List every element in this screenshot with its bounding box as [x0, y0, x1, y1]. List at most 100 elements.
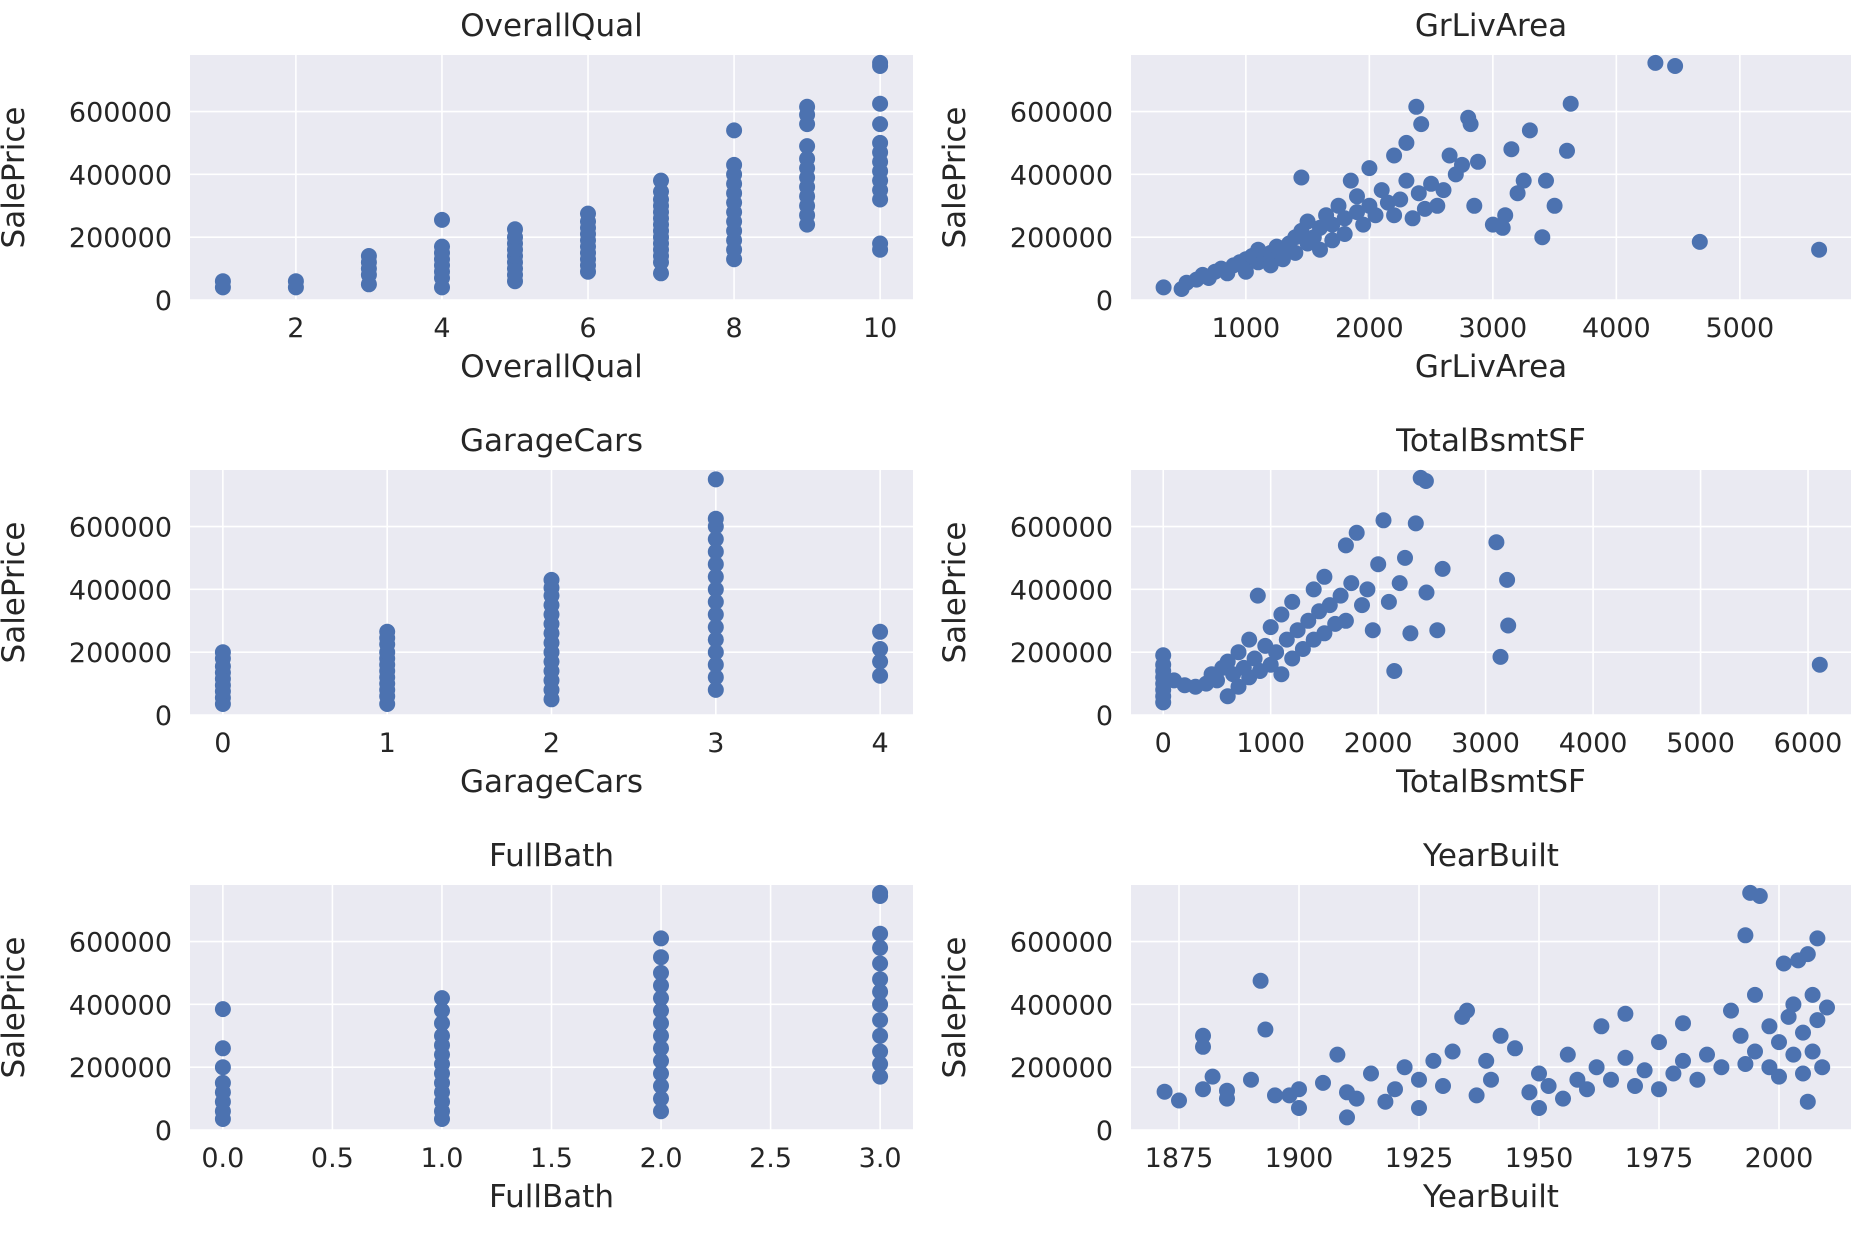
data-point [1349, 188, 1365, 205]
data-point [1627, 1078, 1643, 1094]
y-axis-label: SalePrice [0, 937, 32, 1079]
data-point [872, 983, 889, 1000]
data-point [653, 1015, 669, 1032]
data-point [1811, 241, 1828, 258]
x-tick-label: 2000 [1335, 313, 1404, 344]
data-point [872, 54, 889, 71]
x-tick-label: 0 [214, 728, 231, 759]
data-point [1404, 210, 1421, 227]
data-point [872, 134, 889, 151]
y-axis-label: SalePrice [0, 522, 32, 664]
data-point [1284, 593, 1301, 610]
data-point [726, 122, 743, 139]
data-point [1262, 257, 1279, 274]
data-point [1417, 473, 1434, 489]
data-point [1723, 1002, 1739, 1019]
data-point [1312, 219, 1328, 236]
data-point [1459, 1002, 1475, 1019]
x-tick-label: 5000 [1705, 313, 1774, 344]
data-point [1540, 1078, 1557, 1094]
data-point [1785, 996, 1802, 1013]
data-point [653, 1090, 669, 1107]
data-point [1497, 207, 1514, 224]
data-point [1462, 116, 1479, 133]
y-tick-label: 0 [155, 286, 172, 317]
data-point [1195, 1038, 1211, 1055]
data-point [1407, 515, 1424, 532]
data-point [214, 1001, 231, 1018]
data-point [1300, 612, 1317, 629]
data-point [1267, 1087, 1283, 1104]
data-point [1488, 534, 1505, 551]
data-point [1555, 1090, 1571, 1107]
data-point [1391, 575, 1408, 592]
data-point [1795, 1065, 1811, 1082]
x-tick-label: 2000 [1745, 1143, 1814, 1174]
x-tick-label: 10 [863, 313, 897, 344]
data-point [1737, 927, 1754, 944]
data-point [1332, 587, 1349, 604]
data-point [1691, 233, 1708, 250]
data-point [1675, 1052, 1691, 1069]
data-point [1278, 631, 1295, 648]
y-tick-label: 400000 [1010, 160, 1113, 191]
data-point [287, 273, 304, 290]
data-point [1425, 1052, 1442, 1069]
data-point [1647, 54, 1664, 71]
x-tick-label: 2.0 [640, 1143, 683, 1174]
data-point [653, 977, 669, 994]
x-tick-label: 2000 [1344, 728, 1413, 759]
y-tick-label: 200000 [1010, 1053, 1113, 1084]
x-tick-label: 1 [379, 728, 396, 759]
y-tick-label: 600000 [1010, 98, 1113, 129]
data-point [872, 641, 889, 657]
data-point [1330, 197, 1347, 214]
data-point [1799, 1093, 1816, 1110]
data-point [1531, 1100, 1547, 1116]
subplot-title: OverallQual [460, 8, 642, 44]
data-point [1444, 1043, 1461, 1060]
data-point [1435, 1078, 1451, 1094]
data-point [1312, 241, 1328, 258]
y-axis-label: SalePrice [937, 937, 973, 1079]
data-point [434, 1027, 450, 1044]
data-point [1732, 1027, 1749, 1044]
data-point [1538, 172, 1554, 189]
plot-background [1131, 885, 1851, 1130]
x-tick-label: 8 [725, 313, 742, 344]
y-tick-label: 600000 [69, 928, 172, 959]
y-tick-label: 0 [1096, 286, 1113, 317]
subplot-title: FullBath [489, 838, 614, 874]
data-point [653, 930, 669, 947]
subplot-3: 0 1000 2000 3000 4000 5000 6000 0 200000 400000 60… [937, 423, 1851, 800]
data-point [1500, 617, 1517, 634]
y-tick-label: 400000 [69, 575, 172, 606]
y-tick-label: 400000 [69, 990, 172, 1021]
data-point [1336, 210, 1353, 227]
data-point [1155, 279, 1172, 296]
data-point [1636, 1062, 1653, 1079]
data-point [1562, 95, 1579, 112]
data-point [1441, 147, 1458, 164]
x-tick-label: 1875 [1145, 1143, 1214, 1174]
scatter-series [1156, 884, 1835, 1126]
data-point [872, 653, 889, 670]
data-point [1273, 666, 1290, 683]
data-point [1795, 1024, 1811, 1041]
data-point [653, 172, 669, 189]
data-point [1246, 650, 1263, 667]
data-point [653, 949, 669, 966]
x-tick-label: 3000 [1458, 313, 1527, 344]
data-point [653, 1078, 669, 1094]
data-point [872, 884, 889, 901]
data-point [707, 593, 724, 610]
data-point [1411, 1100, 1427, 1116]
x-tick-label: 5000 [1666, 728, 1735, 759]
y-axis-label: SalePrice [937, 522, 973, 664]
x-tick-label: 6000 [1774, 728, 1843, 759]
data-point [1521, 1084, 1538, 1101]
data-point [707, 681, 724, 698]
subplot-2: 0 1 2 3 4 0 200000 400000 600000 GarageCars Garage… [0, 423, 913, 800]
data-point [379, 623, 396, 640]
